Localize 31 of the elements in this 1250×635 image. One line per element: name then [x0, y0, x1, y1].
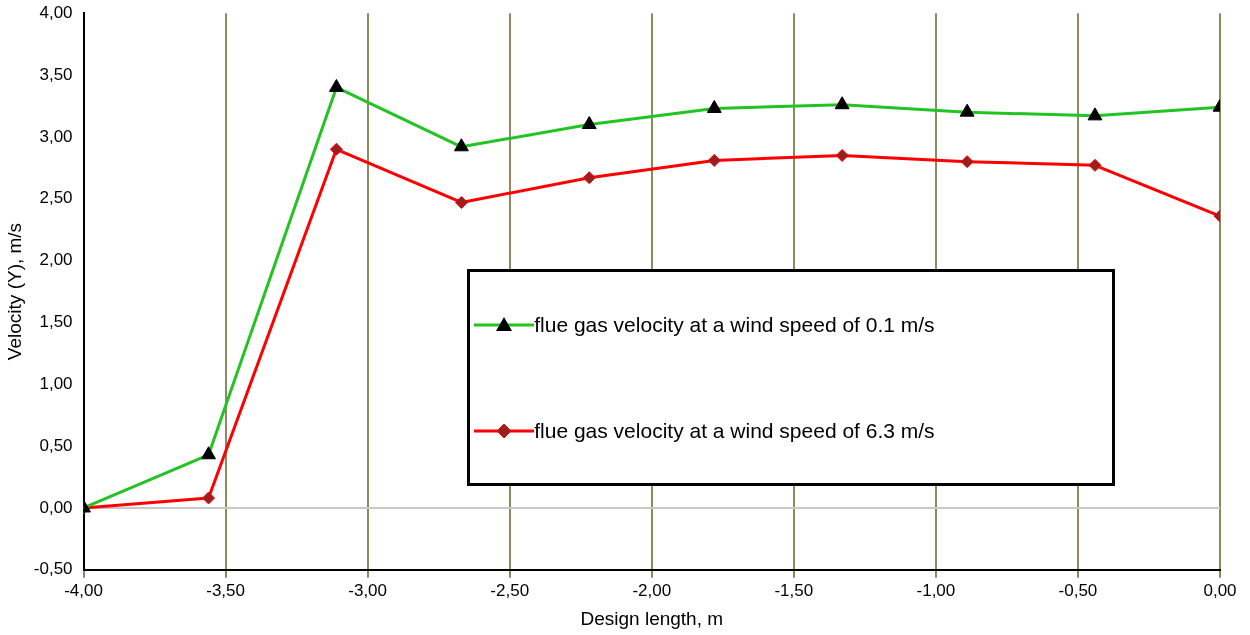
x-tick-label: -3,00 [348, 580, 388, 600]
y-tick-label: 0,00 [39, 497, 73, 517]
point [202, 491, 216, 505]
y-tick-label: 1,00 [39, 373, 73, 393]
x-tick-label: -0,50 [1058, 580, 1098, 600]
y-tick-label: 2,50 [39, 188, 73, 208]
y-tick-label: 0,50 [39, 435, 73, 455]
x-tick-label: -1,00 [916, 580, 956, 600]
y-tick-label: 1,50 [39, 312, 73, 332]
x-tick-label: -2,50 [490, 580, 530, 600]
x-tick-label: -4,00 [64, 580, 103, 600]
y-tick-label: 4,00 [39, 2, 73, 22]
legend-label: flue gas velocity at a wind speed of 6.3 m/s [534, 418, 935, 443]
point [329, 142, 343, 156]
point [707, 153, 721, 167]
x-tick-label: -1,50 [774, 580, 814, 600]
y-tick-label: 3,50 [39, 64, 73, 84]
point [582, 171, 596, 185]
y-tick-label: -0,50 [33, 559, 73, 579]
point [960, 155, 974, 169]
legend-label: flue gas velocity at a wind speed of 0.1 m/s [534, 313, 935, 337]
y-tick-label: 3,00 [39, 126, 73, 146]
point [835, 148, 849, 162]
y-tick-label: 2,00 [39, 250, 73, 270]
point [454, 195, 468, 209]
point [1088, 158, 1102, 172]
x-tick-label: 0,00 [1203, 580, 1237, 600]
x-tick-label: -2,00 [632, 580, 672, 600]
x-tick-label: -3,50 [206, 580, 245, 600]
x-axis-title: Design length, m [580, 607, 724, 629]
y-axis-title: Velocity (Y), m/s [3, 222, 25, 361]
